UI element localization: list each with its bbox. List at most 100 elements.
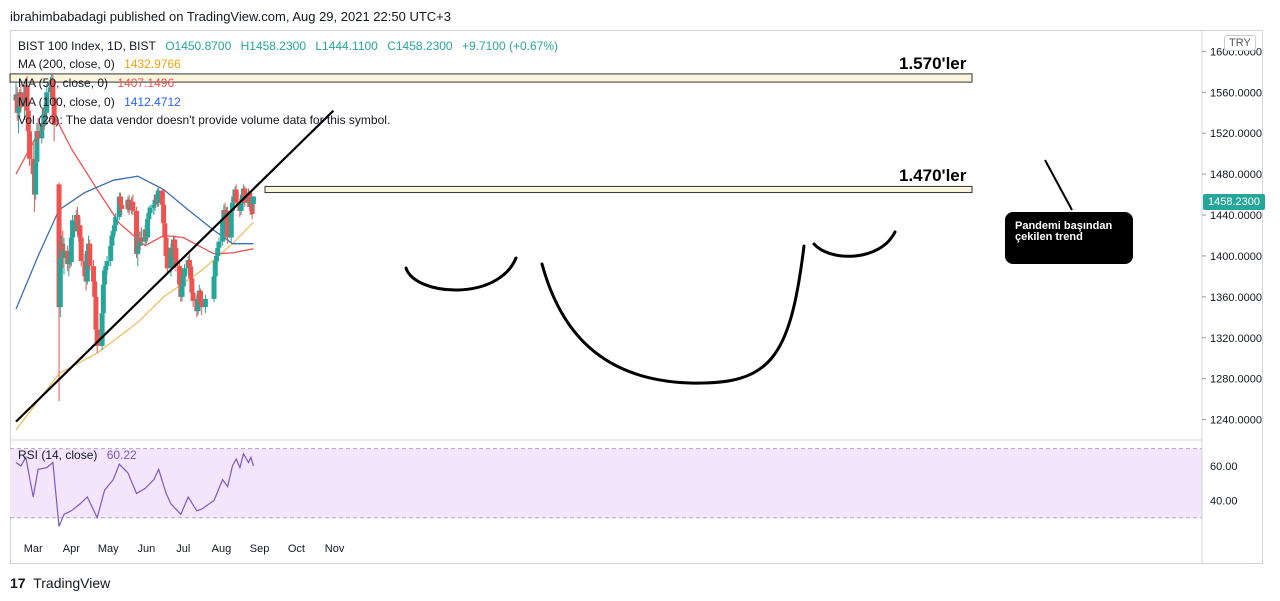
candle-body bbox=[156, 190, 162, 203]
time-axis: Mar Apr May Jun Jul Aug Sep Oct Nov bbox=[24, 543, 345, 555]
level-label-high: 1.570'ler bbox=[899, 54, 967, 73]
ma50-value: 1407.1496 bbox=[117, 76, 175, 90]
rsi-value: 60.22 bbox=[106, 448, 137, 462]
rsi-band bbox=[10, 448, 1202, 519]
resistance-zone-low bbox=[264, 185, 973, 194]
ma200-value: 1432.9766 bbox=[124, 57, 181, 71]
time-tick-label: Mar bbox=[24, 543, 43, 555]
callout-pointer bbox=[1044, 159, 1073, 211]
candle-body bbox=[190, 292, 196, 301]
time-tick-label: Oct bbox=[288, 543, 305, 555]
candle-body bbox=[104, 261, 110, 267]
volume-legend[interactable]: Vol (20): The data vendor doesn't provid… bbox=[18, 113, 396, 127]
candle-body bbox=[180, 276, 186, 287]
candle-body bbox=[113, 217, 119, 226]
high-value: H1458.2300 bbox=[240, 39, 306, 53]
price-tick-label: 1360.0000 bbox=[1210, 292, 1262, 304]
currency-badge[interactable]: TRY bbox=[1224, 35, 1256, 51]
candle-body bbox=[145, 219, 151, 238]
candle-body bbox=[94, 329, 100, 346]
candle-body bbox=[151, 204, 157, 208]
price-tick-label: 1440.0000 bbox=[1210, 210, 1262, 222]
candle-body bbox=[25, 110, 31, 132]
time-tick-label: Sep bbox=[250, 543, 270, 555]
time-tick-label: May bbox=[98, 543, 119, 555]
rsi-tick-label: 40.00 bbox=[1210, 495, 1238, 507]
candle-body bbox=[195, 298, 201, 312]
candle-body bbox=[215, 247, 221, 256]
candle-body bbox=[134, 210, 140, 254]
low-value: L1444.1100 bbox=[315, 39, 378, 53]
candle-body bbox=[27, 131, 33, 159]
candles bbox=[13, 73, 256, 402]
candle-body bbox=[33, 161, 39, 195]
ma200-label: MA (200, close, 0) bbox=[18, 57, 115, 71]
open-value: O1450.8700 bbox=[165, 39, 232, 53]
hand-drawings bbox=[15, 109, 1073, 423]
rsi-series-line bbox=[15, 452, 254, 527]
symbol-label: BIST 100 Index, 1D, BIST bbox=[18, 39, 156, 53]
candle-body bbox=[90, 266, 96, 282]
candle-body bbox=[34, 131, 40, 162]
resistance-zones bbox=[9, 73, 973, 194]
ma50-label: MA (50, close, 0) bbox=[18, 76, 109, 90]
candle-body bbox=[111, 225, 117, 232]
candle-body bbox=[163, 237, 169, 256]
time-tick-label: Aug bbox=[212, 543, 232, 555]
candle-body bbox=[146, 213, 152, 220]
candle-body bbox=[186, 260, 192, 267]
rsi-tick-label: 60.00 bbox=[1210, 461, 1238, 473]
candle-body bbox=[110, 231, 116, 236]
candle-body bbox=[130, 201, 136, 211]
candle-body bbox=[229, 202, 235, 211]
candle-body bbox=[118, 196, 124, 205]
ma200-legend[interactable]: MA (200, close, 0) 1432.9766 bbox=[18, 57, 187, 71]
ma100-legend[interactable]: MA (100, close, 0) 1412.4712 bbox=[18, 95, 187, 109]
candle-body bbox=[92, 281, 98, 297]
price-tick-label: 1520.0000 bbox=[1210, 128, 1262, 140]
candle-body bbox=[199, 303, 205, 308]
candle-body bbox=[18, 92, 24, 107]
candle-body bbox=[168, 247, 174, 269]
candle-body bbox=[212, 261, 218, 277]
resistance-zone-high bbox=[9, 73, 973, 83]
candle-body bbox=[225, 210, 231, 238]
candle-body bbox=[138, 237, 144, 242]
price-tick-label: 1400.0000 bbox=[1210, 251, 1262, 263]
candle-body bbox=[70, 220, 76, 238]
candle-body bbox=[77, 225, 83, 238]
candle-body bbox=[68, 237, 74, 263]
candle-body bbox=[103, 266, 109, 271]
chart-frame[interactable] bbox=[10, 30, 1263, 564]
rsi-legend[interactable]: RSI (14, close) 60.22 bbox=[18, 448, 143, 462]
candle-body bbox=[75, 215, 80, 232]
time-tick-label: Jun bbox=[138, 543, 156, 555]
candle-body bbox=[108, 245, 114, 262]
candle-body bbox=[202, 298, 208, 308]
cup-left-drawing bbox=[404, 256, 518, 292]
time-tick-label: Nov bbox=[325, 543, 345, 555]
candle-body bbox=[173, 247, 179, 267]
candle-body bbox=[216, 241, 222, 248]
candle-body bbox=[57, 258, 63, 308]
candle-body bbox=[228, 210, 234, 238]
rsi-band-fill bbox=[10, 448, 1202, 518]
price-tick-label: 1240.0000 bbox=[1210, 415, 1262, 427]
candle-body bbox=[242, 188, 248, 203]
candle-body bbox=[119, 204, 125, 209]
tradingview-footer[interactable]: 17 TradingView bbox=[10, 575, 110, 591]
candle-body bbox=[159, 190, 165, 205]
ma50-legend[interactable]: MA (50, close, 0) 1407.1496 bbox=[18, 76, 180, 90]
candle-body bbox=[65, 250, 71, 265]
trend-callout: Pandemi başından çekilen trend bbox=[1005, 212, 1133, 264]
candle-body bbox=[35, 131, 41, 139]
candle-body bbox=[93, 296, 99, 330]
ma-line-0 bbox=[15, 221, 254, 431]
candle-body bbox=[44, 92, 50, 113]
brand-name: TradingView bbox=[33, 575, 111, 591]
ma100-label: MA (100, close, 0) bbox=[18, 95, 115, 109]
close-value: C1458.2300 bbox=[387, 39, 453, 53]
pandemic-trendline bbox=[15, 109, 335, 423]
candle-body bbox=[87, 243, 93, 267]
